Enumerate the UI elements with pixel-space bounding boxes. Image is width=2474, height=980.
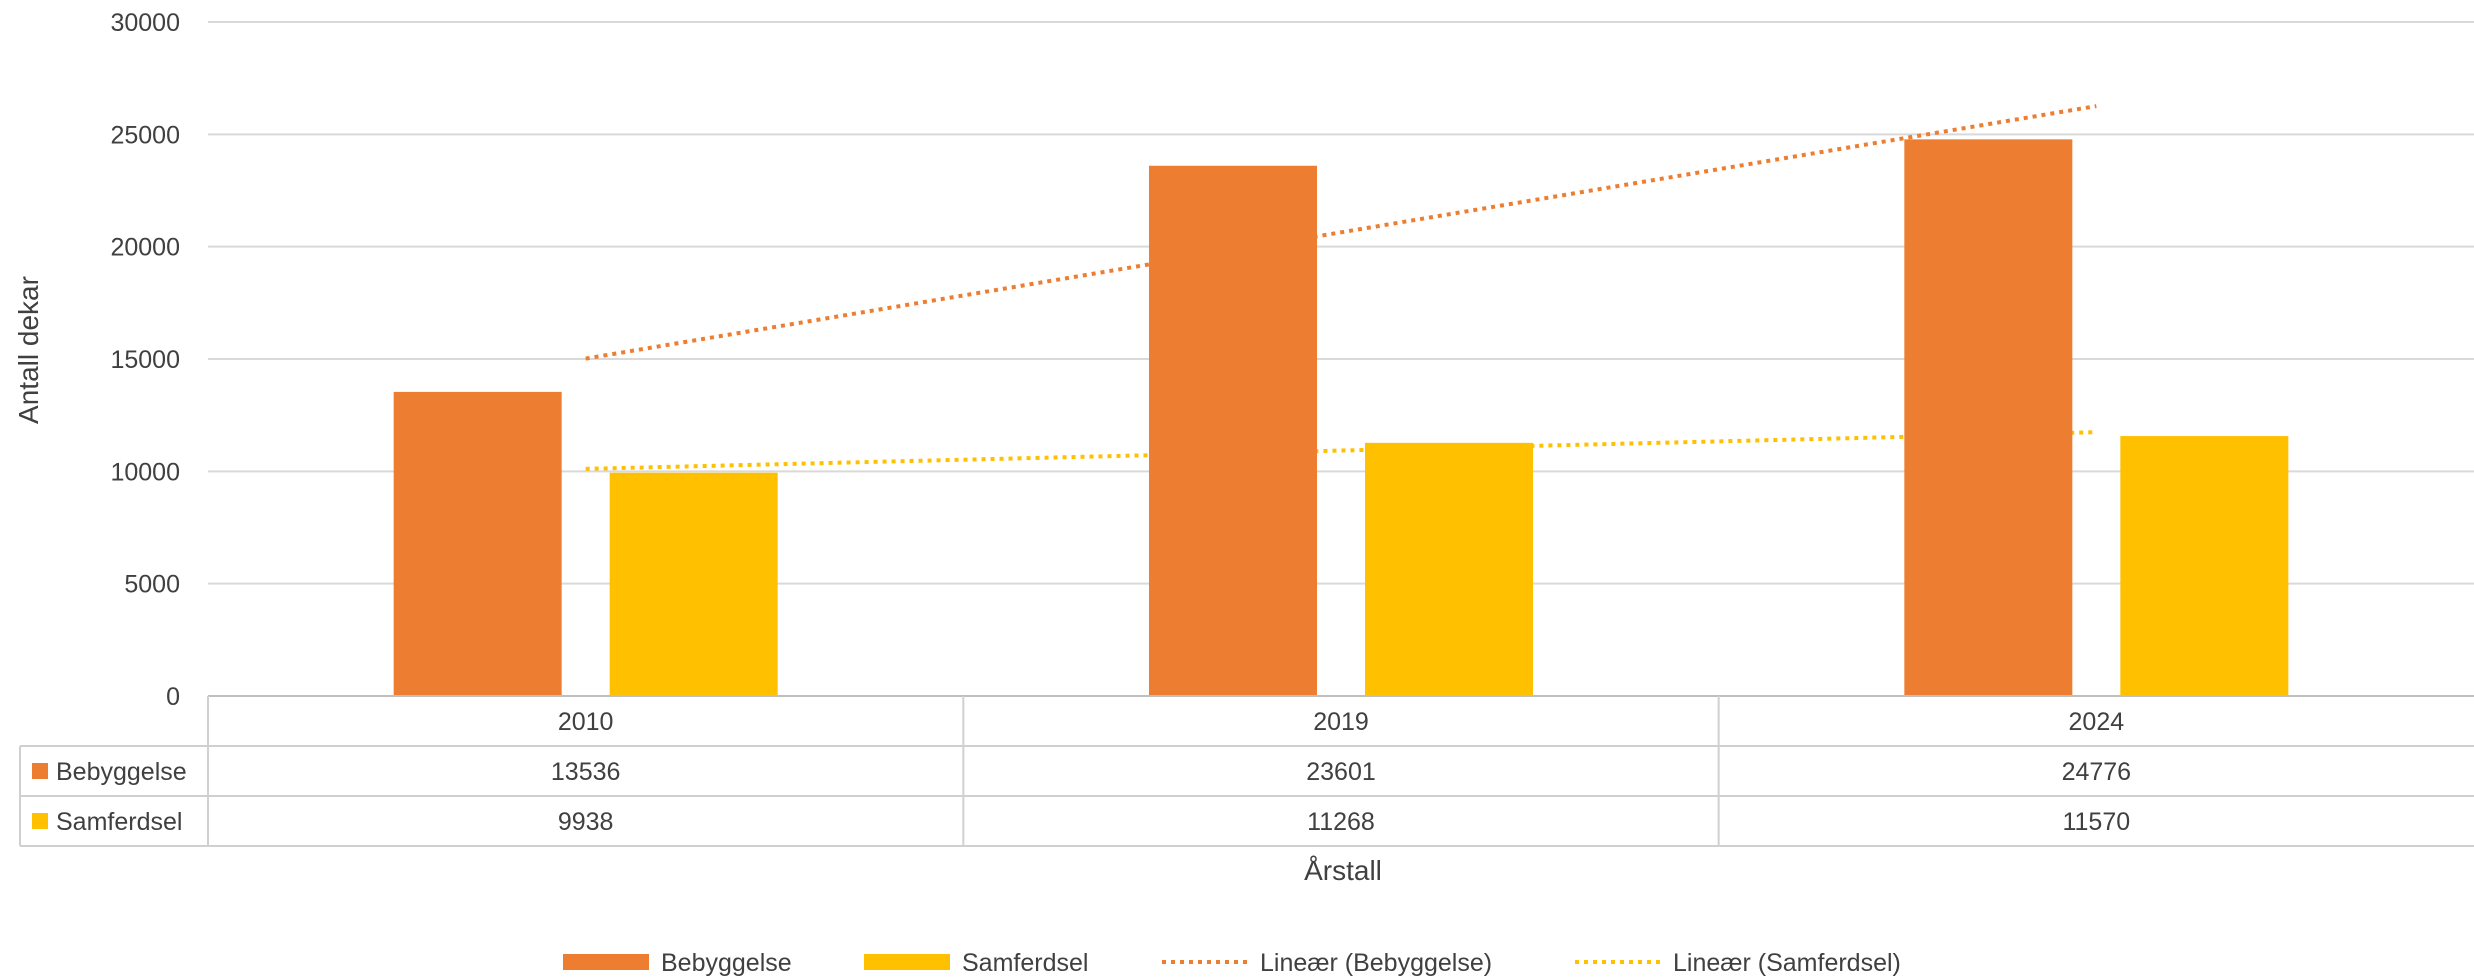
bar-samferdsel-2024 — [2120, 436, 2289, 696]
y-tick-label: 15000 — [110, 346, 180, 374]
table-row-label: Bebyggelse — [56, 758, 187, 786]
legend-label: Lineær (Samferdsel) — [1673, 949, 1901, 977]
gridlines — [208, 21, 2474, 585]
bar-bebyggelse-2019 — [1149, 165, 1317, 696]
bar-bebyggelse-2010 — [393, 391, 562, 696]
bar-samferdsel-2019 — [1365, 442, 1533, 696]
table-legend-key-bebyggelse — [32, 763, 48, 779]
y-tick-label: 10000 — [110, 458, 180, 486]
table-legend-key-samferdsel — [32, 813, 48, 829]
legend-label: Lineær (Bebyggelse) — [1260, 949, 1492, 977]
y-tick-label: 20000 — [110, 234, 180, 262]
bar-bebyggelse-2024 — [1904, 139, 2073, 697]
data-label: 11570 — [2062, 808, 2130, 836]
data-label: 24776 — [2062, 758, 2132, 786]
y-tick-label: 5000 — [124, 571, 180, 599]
legend: Bebyggelse Samferdsel Lineær (Bebyggelse) L… — [563, 949, 1901, 977]
y-tick-label: 0 — [166, 683, 180, 711]
y-axis-ticks: 0 5000 10000 15000 20000 25000 30000 — [110, 9, 180, 711]
data-label: 23601 — [1306, 758, 1376, 786]
x-tick-label: 2024 — [2069, 708, 2125, 736]
legend-label: Bebyggelse — [661, 949, 792, 977]
trendlines — [585, 104, 2097, 471]
y-tick-label: 25000 — [110, 121, 180, 149]
x-tick-label: 2019 — [1313, 708, 1369, 736]
trendline-samferdsel — [585, 430, 2097, 471]
bars — [393, 139, 2289, 697]
legend-swatch-bebyggelse — [563, 954, 649, 970]
data-label: 9938 — [558, 808, 614, 836]
y-tick-label: 30000 — [110, 9, 180, 37]
table-row-label: Samferdsel — [56, 808, 182, 836]
x-tick-label: 2010 — [558, 708, 614, 736]
legend-label: Samferdsel — [962, 949, 1088, 977]
x-axis-title: Årstall — [1304, 855, 1382, 886]
data-label: 11268 — [1307, 808, 1375, 836]
bar-samferdsel-2010 — [609, 472, 778, 696]
data-label: 13536 — [551, 758, 621, 786]
y-axis-title: Antall dekar — [13, 276, 44, 424]
legend-swatch-samferdsel — [864, 954, 950, 970]
trendline-bebyggelse — [585, 104, 2097, 361]
data-table: 2010 2019 2024 Bebyggelse 13536 23601 24776 Sam… — [19, 695, 2474, 847]
